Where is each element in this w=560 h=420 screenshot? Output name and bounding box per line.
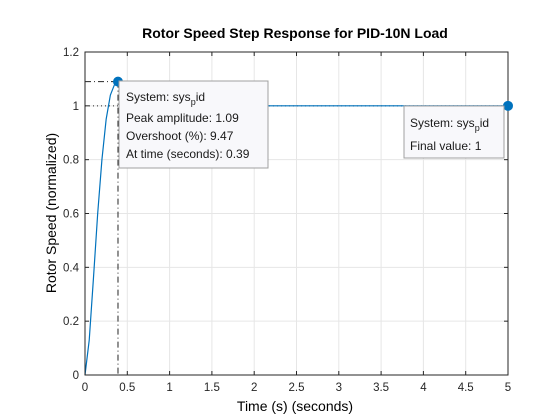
x-tick-label-0: 0	[82, 382, 88, 394]
datatip-final[interactable]: System: syspid Final value: 1	[403, 105, 505, 159]
datatip-peak-system-sub: p	[191, 97, 196, 107]
axes: 0 0.5 1 1.5 2 2.5 3 3.5 4 4.5 5 0 0.2 0.4 0.6 0.8 1 1.2	[63, 47, 511, 394]
x-tick-label-1: 0.5	[119, 382, 135, 394]
x-tick-label-10: 5	[505, 382, 511, 394]
x-tick-label-7: 3.5	[373, 382, 389, 394]
y-tick-label-3: 0.6	[63, 209, 79, 221]
x-tick-label-4: 2	[251, 382, 257, 394]
datatip-marker-1	[503, 100, 513, 111]
y-axis-label: Rotor Speed (normalized)	[43, 133, 59, 293]
datatip-peak-overshoot: Overshoot (%): 9.47	[126, 129, 234, 143]
y-tick-label-6: 1.2	[63, 47, 79, 59]
x-tick-label-3: 1.5	[204, 382, 220, 394]
x-tick-label-8: 4	[420, 382, 427, 394]
x-tick-label-9: 4.5	[458, 382, 474, 394]
datatip-final-box	[403, 105, 505, 159]
datatip-peak-system-label: System: sys	[126, 90, 191, 104]
x-tick-label-2: 1	[166, 382, 172, 394]
y-tick-label-0: 0	[73, 370, 79, 382]
datatip-final-system-suffix: id	[480, 116, 489, 130]
x-tick-label-5: 2.5	[289, 382, 305, 394]
datatip-final-system-sub: p	[475, 123, 480, 133]
y-tick-label-1: 0.2	[63, 316, 79, 328]
y-tick-label-2: 0.4	[63, 262, 80, 274]
datatip-peak-time: At time (seconds): 0.39	[126, 147, 250, 161]
x-axis-label: Time (s) (seconds)	[237, 398, 353, 414]
x-tick-label-6: 3	[336, 382, 342, 394]
datatip-peak-system-suffix: id	[196, 90, 205, 104]
y-tick-label-5: 1	[73, 101, 79, 113]
datatip-peak[interactable]: System: syspid Peak amplitude: 1.09 Over…	[118, 80, 269, 169]
y-tick-label-4: 0.8	[63, 155, 79, 167]
datatip-peak-box	[118, 80, 269, 169]
datatip-final-value: Final value: 1	[410, 139, 482, 153]
datatip-peak-amplitude: Peak amplitude: 1.09	[126, 111, 239, 125]
datatip-final-system: System: syspid	[410, 116, 489, 133]
datatip-final-system-label: System: sys	[410, 116, 475, 130]
datatip-peak-system: System: syspid	[126, 90, 205, 107]
chart-title: Rotor Speed Step Response for PID-10N Lo…	[142, 25, 448, 41]
